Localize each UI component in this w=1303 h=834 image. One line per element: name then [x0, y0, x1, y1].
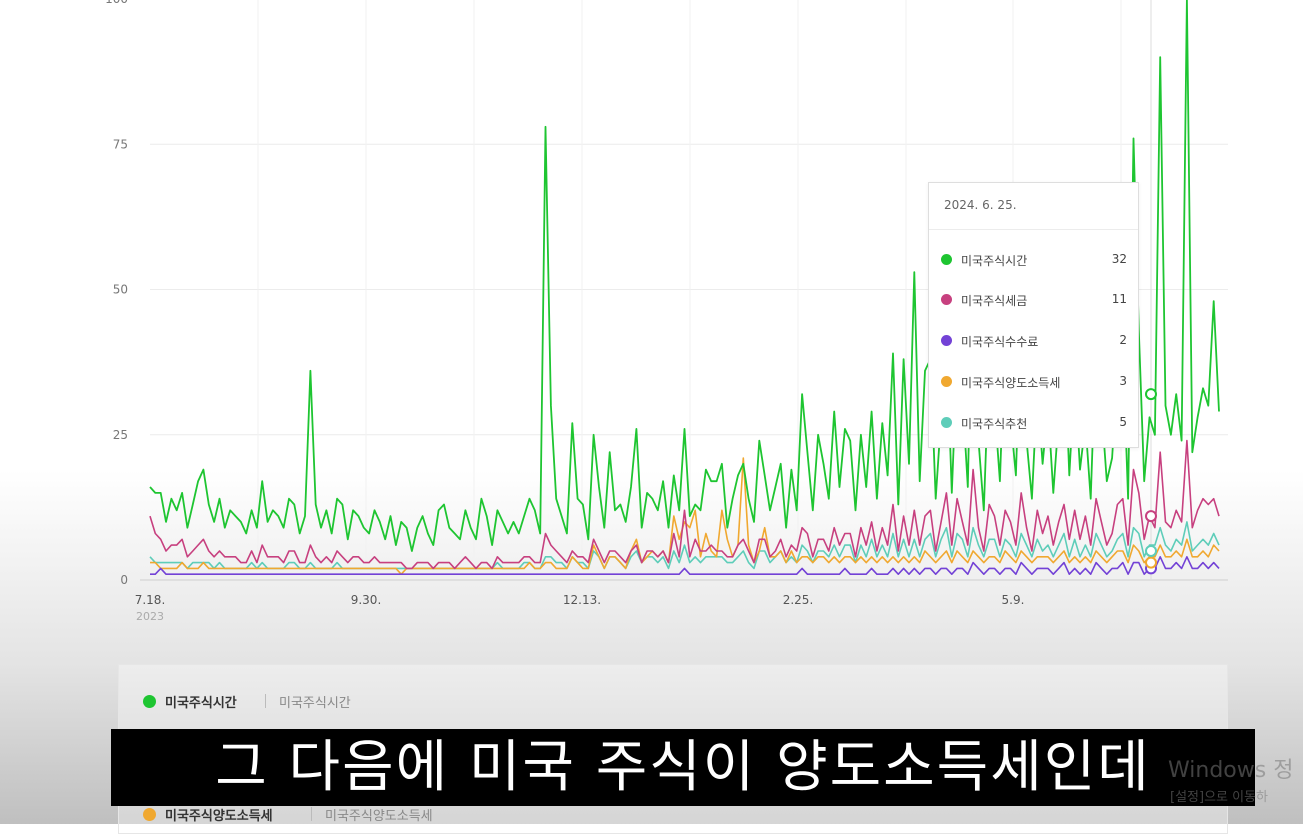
y-tick-label: 25 [113, 428, 128, 442]
tooltip-series-value: 3 [1119, 374, 1127, 388]
tooltip-row-series-3: 미국주식수수료 2 [941, 331, 1127, 351]
tooltip-series-name: 미국주식추천 [961, 417, 1028, 431]
tooltip-series-name: 미국주식양도소득세 [961, 376, 1061, 390]
tooltip-dot-series-2 [941, 294, 952, 305]
tooltip-series-value: 2 [1119, 333, 1127, 347]
x-tick-label: 5.9. [1002, 593, 1025, 607]
y-tick-label: 50 [113, 283, 128, 297]
tooltip-row-series-1: 미국주식시간 32 [941, 250, 1127, 270]
tooltip-series-value: 11 [1111, 292, 1127, 306]
chart-tooltip: 2024. 6. 25. 미국주식시간 32 미국주식세금 11 미국주식수수료… [928, 182, 1139, 448]
x-tick-label: 2.25. [783, 593, 814, 607]
series-line-2 [149, 439, 1220, 570]
watermark-line-1: Windows 정 [1168, 758, 1294, 783]
tooltip-dot-series-3 [941, 335, 952, 346]
y-tick-label: 75 [113, 137, 128, 151]
tooltip-dot-series-1 [941, 254, 952, 265]
tooltip-row-series-4: 미국주식양도소득세 3 [941, 372, 1127, 392]
tooltip-dot-series-5 [941, 417, 952, 428]
x-tick-label: 7.18. [135, 593, 166, 607]
y-tick-label: 100 [105, 0, 128, 6]
series-line-3 [150, 555, 1220, 576]
tooltip-series-value: 5 [1119, 415, 1127, 429]
tooltip-row-series-5: 미국주식추천 5 [941, 413, 1127, 433]
tooltip-series-name: 미국주식시간 [961, 254, 1028, 268]
hover-marker-series-5 [1145, 544, 1157, 557]
video-subtitle: 그 다음에 미국 주식이 양도소득세인데 [111, 729, 1255, 806]
watermark-line-2: [설정]으로 이동하 [1170, 790, 1268, 805]
legend-dot [143, 695, 156, 708]
hover-marker-series-1 [1145, 388, 1157, 401]
tooltip-date: 2024. 6. 25. [944, 198, 1017, 212]
tooltip-row-series-2: 미국주식세금 11 [941, 290, 1127, 310]
y-tick-label: 0 [120, 573, 128, 587]
tooltip-divider [929, 229, 1138, 230]
legend-series-name: 미국주식양도소득세 [165, 809, 273, 824]
legend-keyword: 미국주식양도소득세 [325, 809, 433, 824]
legend-separator [311, 807, 312, 821]
hover-marker-series-4 [1145, 556, 1157, 569]
tooltip-series-name: 미국주식수수료 [961, 335, 1039, 349]
tooltip-dot-series-4 [941, 376, 952, 387]
legend-separator [265, 694, 266, 708]
legend-keyword: 미국주식시간 [279, 696, 351, 711]
hover-marker-series-2 [1145, 510, 1157, 523]
tooltip-series-value: 32 [1111, 252, 1127, 266]
legend-dot [143, 808, 156, 821]
x-year-label: 2023 [136, 610, 164, 623]
windows-activation-watermark: Windows 정 [설정]으로 이동하 [1168, 752, 1303, 824]
legend-series-name: 미국주식시간 [165, 696, 237, 711]
tooltip-series-name: 미국주식세금 [961, 294, 1028, 308]
x-tick-label: 9.30. [351, 593, 382, 607]
series-line-4 [150, 457, 1220, 576]
x-tick-label: 12.13. [563, 593, 601, 607]
